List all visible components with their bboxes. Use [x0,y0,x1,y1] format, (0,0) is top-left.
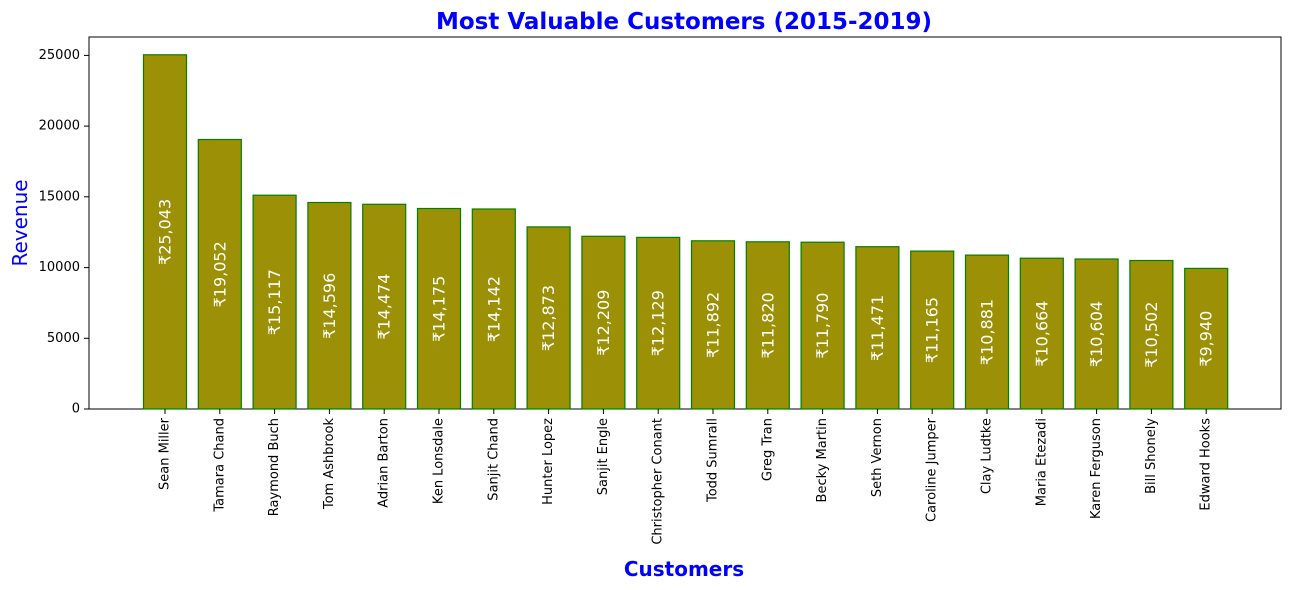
bar [636,236,681,410]
x-tick-label: Seth Vernon [870,418,885,497]
bar [581,235,626,410]
bar-data-label: ₹9,940 [1197,311,1216,367]
bar-data-label: ₹10,604 [1087,301,1106,367]
x-tick-label: Ken Lonsdale [432,418,447,504]
x-tick-label: Maria Etezadi [1034,418,1049,506]
x-tick-label: Tom Ashbrook [322,418,337,511]
y-tick-label: 0 [72,402,80,417]
x-tick-label: Todd Sumrall [706,418,721,503]
y-tick-label: 15000 [39,189,80,204]
bar [1074,258,1119,410]
x-axis-label: Customers [624,557,744,581]
bar-data-label: ₹10,664 [1032,301,1051,367]
x-tick-label: Caroline Jumper [925,417,940,522]
y-axis-ticks: 0 5000 10000 15000 20000 25000 [39,48,89,417]
bar-data-label: ₹11,471 [868,295,887,361]
bar-data-label: ₹11,165 [923,297,942,363]
x-tick-label: Sanjit Chand [486,418,501,501]
x-tick-label: Bill Shonely [1144,418,1159,494]
x-tick-label: Adrian Barton [377,418,392,508]
x-tick-label: Edward Hooks [1199,418,1214,511]
bar [252,194,297,410]
x-tick-label: Becky Martin [815,418,830,502]
bars-group [142,54,1229,410]
y-tick-label: 25000 [39,48,80,63]
bar-data-label: ₹11,820 [758,292,777,358]
bar-data-label: ₹12,209 [594,290,613,356]
x-axis-ticks: Sean Miller Tamara Chand Raymond Buch Tom A… [158,409,1214,545]
y-tick-label: 20000 [39,119,80,134]
bar [416,207,462,410]
y-tick-label: 10000 [39,260,80,275]
bar-data-label: ₹15,117 [265,269,284,335]
bar-data-label: ₹11,892 [704,292,723,358]
x-tick-label: Tamara Chand [212,418,227,513]
bar-data-label: ₹25,043 [156,199,175,265]
bar-data-label: ₹14,596 [320,273,339,339]
bar [307,201,352,410]
bar [855,246,900,410]
bar-data-label: ₹10,502 [1142,302,1161,368]
x-tick-label: Sean Miller [158,417,173,490]
bar [1019,257,1064,410]
bar-data-label: ₹12,873 [539,285,558,351]
bar-data-label: ₹10,881 [978,299,997,365]
bar [910,250,955,410]
bar-data-label: ₹14,474 [375,274,394,340]
bar [964,254,1010,410]
x-tick-label: Sanjit Engle [596,418,611,495]
x-tick-label: Greg Tran [760,418,775,481]
bar-data-label: ₹19,052 [210,241,229,307]
bar [1184,267,1229,410]
bar-data-label: ₹11,790 [813,293,832,359]
bar [526,226,571,410]
bar [800,241,845,410]
bar-data-label: ₹14,142 [484,276,503,342]
plot-area [88,36,1282,410]
x-tick-label: Hunter Lopez [541,418,556,505]
y-tick-label: 5000 [47,331,80,346]
bar-data-label: ₹12,129 [649,290,668,356]
y-axis-label: Revenue [8,179,32,266]
bar [197,138,242,410]
bar [471,208,516,410]
bar [690,240,736,410]
chart-title: Most Valuable Customers (2015-2019) [436,9,932,35]
x-tick-label: Raymond Buch [267,418,282,516]
x-tick-label: Karen Ferguson [1089,418,1104,519]
bar-labels-group: ₹25,043 ₹19,052 ₹15,117 ₹14,596 ₹14,474 ₹14,1… [156,199,1216,368]
x-tick-label: Christopher Conant [651,418,666,545]
x-tick-label: Clay Ludtke [980,418,995,494]
bar-data-label: ₹14,175 [430,276,449,342]
bar [745,241,790,410]
